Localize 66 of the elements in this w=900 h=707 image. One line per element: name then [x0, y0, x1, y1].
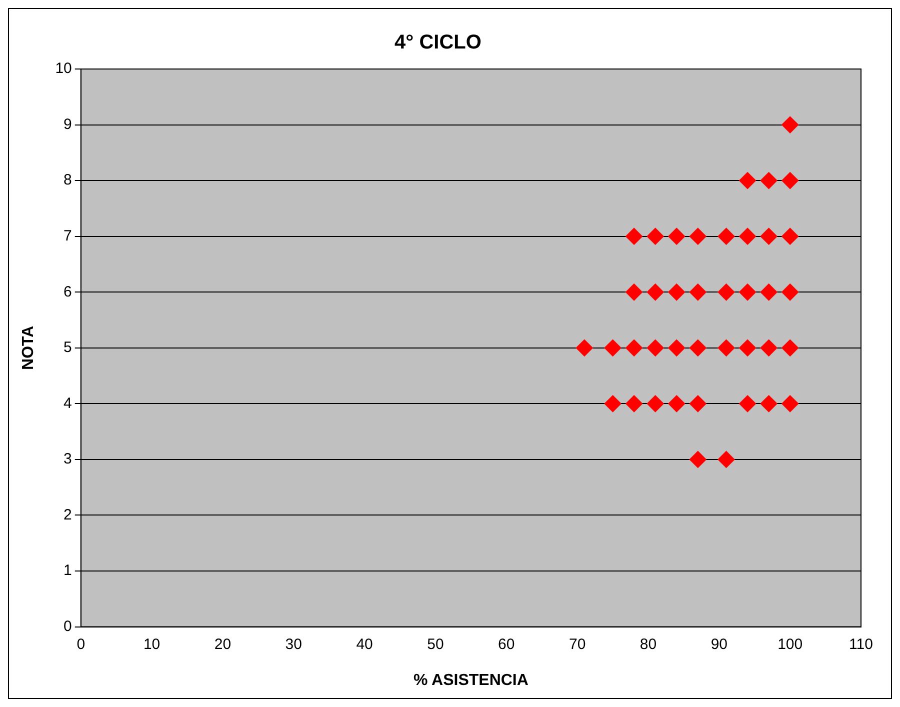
point	[739, 339, 756, 356]
y-axis-title: NOTA	[20, 325, 38, 370]
point	[718, 284, 735, 301]
y-tick-label: 10	[55, 60, 72, 78]
point	[646, 228, 664, 245]
point	[626, 395, 643, 412]
point	[782, 172, 799, 190]
point	[689, 395, 706, 412]
point	[626, 339, 643, 356]
chart-title: 4° CICLO	[394, 32, 482, 54]
point	[668, 228, 686, 245]
point	[626, 284, 643, 301]
point	[604, 395, 622, 412]
y-tick-label: 9	[64, 116, 72, 133]
point	[739, 395, 756, 412]
y-tick-label: 6	[64, 283, 72, 300]
point	[782, 284, 799, 301]
point	[782, 228, 799, 245]
y-tick-label: 7	[64, 227, 72, 244]
x-tick-label: 40	[356, 636, 373, 653]
point	[739, 172, 756, 190]
y-tick-label: 2	[64, 506, 72, 524]
point	[689, 284, 706, 301]
x-axis-title: % ASISTENCIA	[413, 672, 529, 689]
y-tick-label: 8	[64, 172, 72, 189]
point	[739, 228, 756, 245]
x-tick-label: 20	[214, 636, 232, 653]
point	[646, 284, 664, 301]
point	[668, 339, 686, 356]
x-tick-label: 50	[427, 636, 444, 653]
x-tick-label: 80	[640, 636, 657, 653]
point	[626, 228, 643, 245]
y-tick-label: 4	[64, 394, 72, 412]
point	[604, 339, 622, 356]
point	[782, 116, 799, 134]
x-tick-label: 90	[710, 636, 728, 653]
point	[646, 395, 664, 412]
y-tick-label: 0	[64, 618, 72, 635]
point	[576, 339, 593, 356]
point	[760, 228, 778, 245]
point	[689, 339, 706, 356]
point	[689, 450, 706, 468]
point	[689, 228, 706, 245]
point	[739, 284, 756, 301]
y-tick-label: 3	[64, 450, 72, 468]
point	[718, 228, 735, 245]
point	[760, 339, 778, 356]
point	[760, 284, 778, 301]
point	[760, 395, 778, 412]
point	[668, 395, 686, 412]
x-tick-label: 100	[778, 636, 803, 653]
y-tick-label: 5	[64, 339, 72, 356]
point	[668, 284, 686, 301]
x-tick-label: 30	[285, 636, 302, 653]
x-tick-label: 110	[849, 636, 873, 653]
point	[760, 172, 778, 190]
point	[646, 339, 664, 356]
x-tick-label: 60	[498, 636, 515, 653]
x-tick-label: 70	[568, 636, 586, 653]
point	[782, 395, 799, 412]
y-tick-label: 1	[64, 562, 72, 580]
x-tick-label: 0	[76, 636, 86, 653]
x-tick-label: 10	[143, 636, 160, 653]
point	[718, 450, 735, 468]
point	[782, 339, 799, 356]
point	[718, 339, 735, 356]
